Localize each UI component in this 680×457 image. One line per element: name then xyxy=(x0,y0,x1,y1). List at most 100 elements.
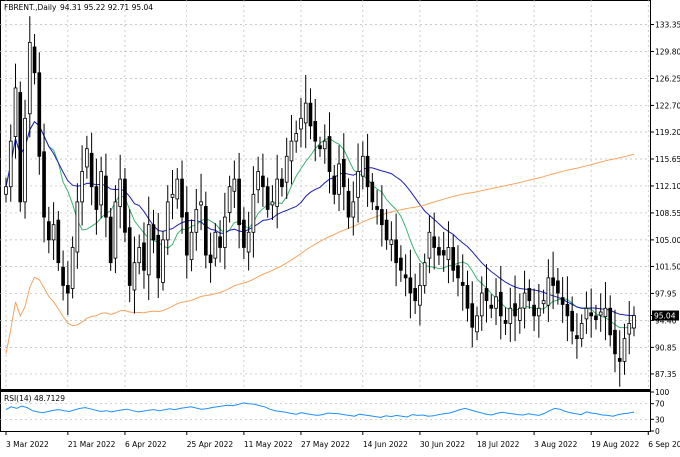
candle-body xyxy=(8,140,13,188)
candle-body xyxy=(75,201,80,253)
rsi-path xyxy=(5,402,635,418)
price-tick-label: 101.50 xyxy=(655,262,680,271)
candle-body xyxy=(151,224,156,241)
price-tick-label: 129.80 xyxy=(655,47,680,56)
candle-body xyxy=(189,231,194,261)
price-tick-label: 119.20 xyxy=(655,128,680,137)
candle-body xyxy=(27,41,32,115)
date-tick-label: 30 Jun 2022 xyxy=(420,440,465,449)
candle-body xyxy=(132,262,137,291)
candle-body xyxy=(441,250,446,256)
candle-body xyxy=(203,206,208,256)
candle-body xyxy=(460,282,465,286)
candle-body xyxy=(223,216,227,248)
candle-body xyxy=(99,171,103,206)
candle-body xyxy=(13,87,18,137)
candle-body xyxy=(156,234,161,279)
candle-body xyxy=(627,323,632,335)
rsi-tick-label: 70 xyxy=(655,400,665,409)
candle-body xyxy=(66,285,70,294)
candle-body xyxy=(432,236,437,248)
candle-body xyxy=(584,307,589,320)
candle-body xyxy=(127,227,132,286)
candle-body xyxy=(242,219,246,248)
candle-body xyxy=(394,239,398,264)
price-tick-label: 108.55 xyxy=(655,209,680,218)
candle-body xyxy=(418,285,422,306)
candle-body xyxy=(4,186,8,195)
symbol-label: FBRENT.,Daily xyxy=(4,3,57,12)
price-tick-label: 122.70 xyxy=(655,101,680,110)
date-tick-label: 25 Apr 2022 xyxy=(187,440,234,449)
candle-body xyxy=(213,231,218,259)
candle-body xyxy=(360,155,365,177)
candle-body xyxy=(246,231,251,253)
candle-body xyxy=(308,102,313,127)
price-axis: 133.35 129.80 126.25 122.70 119.20 115.65 112.… xyxy=(650,21,680,379)
candle-body xyxy=(613,329,617,355)
candle-body xyxy=(513,303,517,317)
candle-body xyxy=(227,186,232,213)
candle-body xyxy=(541,300,546,305)
candle-body xyxy=(137,247,142,264)
date-axis: 3 Mar 2022 21 Mar 2022 6 Apr 2022 25 Apr 20… xyxy=(5,431,680,449)
price-tick-label: 97.95 xyxy=(655,289,677,298)
candle-body xyxy=(270,201,275,206)
candle-body xyxy=(422,262,427,286)
candle-body xyxy=(470,303,475,328)
candle-body xyxy=(56,219,61,264)
candle-body xyxy=(484,288,489,302)
date-tick-label: 11 May 2022 xyxy=(244,440,293,449)
candle-body xyxy=(232,178,237,192)
current-price-value: 95.04 xyxy=(654,312,676,321)
candle-body xyxy=(18,92,23,203)
candle-body xyxy=(327,136,332,172)
candle-body xyxy=(261,175,265,188)
candle-body xyxy=(294,133,299,142)
candle-body xyxy=(61,266,65,286)
candle-body xyxy=(498,291,503,317)
candle-body xyxy=(537,307,541,317)
date-tick-label: 14 Jun 2022 xyxy=(363,440,408,449)
candle-body xyxy=(89,152,94,188)
candle-body xyxy=(118,178,123,207)
candle-body xyxy=(575,335,579,340)
candle-body xyxy=(365,155,370,188)
rsi-axis: 100 70 30 0 xyxy=(650,388,670,436)
candle-body xyxy=(632,315,636,329)
candle-body xyxy=(142,242,146,271)
candle-body xyxy=(603,307,608,317)
candle-body xyxy=(408,277,413,294)
candle-body xyxy=(551,277,555,286)
candle-body xyxy=(503,319,508,324)
candle-body xyxy=(375,206,379,210)
candle-body xyxy=(465,285,470,309)
candle-body xyxy=(165,201,170,241)
candle-body xyxy=(218,236,222,248)
rsi-tick-label: 0 xyxy=(655,427,660,436)
candle-body xyxy=(289,140,294,162)
candle-body xyxy=(280,178,284,188)
candle-body xyxy=(356,171,360,198)
rsi-label: RSI(14) 48.7129 xyxy=(4,394,65,403)
candle-body xyxy=(80,171,84,203)
rsi-pane-frame xyxy=(0,391,651,432)
candle-body xyxy=(284,155,289,183)
candle-body xyxy=(322,140,327,150)
candle-body xyxy=(23,117,27,203)
candle-body xyxy=(479,292,484,317)
candle-body xyxy=(579,323,584,340)
candle-body xyxy=(237,178,241,226)
candle-body xyxy=(32,46,37,74)
price-tick-label: 105.00 xyxy=(655,236,680,245)
date-tick-label: 18 Jul 2022 xyxy=(477,440,520,449)
candle-body xyxy=(299,117,303,130)
candle-body xyxy=(522,292,527,309)
candle-body xyxy=(399,257,403,271)
candle-body xyxy=(108,216,113,264)
candle-body xyxy=(346,190,351,218)
sma-slow-line xyxy=(5,153,635,354)
candle-body xyxy=(475,315,479,333)
